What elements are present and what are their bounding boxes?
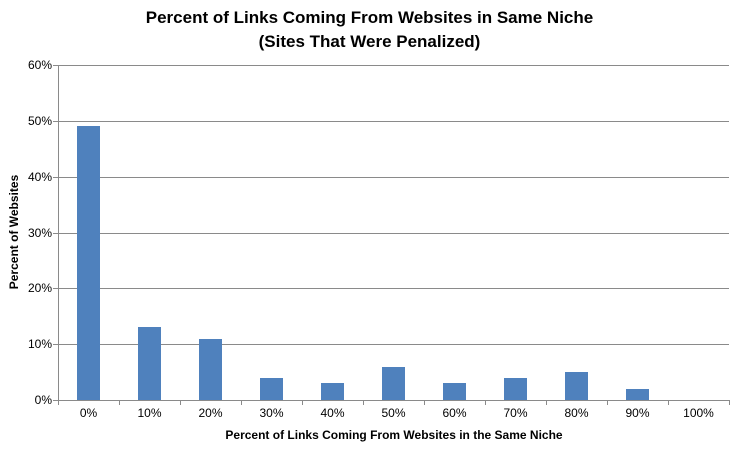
x-tick-label: 0%: [79, 406, 98, 420]
y-tick-label: 50%: [27, 113, 52, 128]
x-tick-mark: [424, 400, 425, 405]
bar: [321, 383, 344, 400]
x-tick-label: 40%: [320, 406, 345, 420]
x-tick-mark: [729, 400, 730, 405]
gridline: [58, 288, 729, 290]
plot-area: [58, 65, 729, 400]
chart-title: Percent of Links Coming From Websites in…: [145, 8, 594, 27]
bar: [260, 377, 283, 400]
bar: [565, 372, 588, 400]
x-tick-mark: [58, 400, 59, 405]
bar: [382, 366, 405, 400]
y-tick-label: 10%: [27, 337, 52, 352]
x-tick-label: 60%: [442, 406, 467, 420]
y-tick-label: 60%: [27, 58, 52, 72]
x-tick-label: 70%: [503, 406, 528, 420]
gridline: [58, 65, 729, 66]
gridline: [58, 120, 729, 122]
x-tick-mark: [302, 400, 303, 405]
x-axis-title: Percent of Links Coming From Websites in…: [225, 428, 563, 442]
bar: [138, 327, 161, 400]
x-tick-label: 30%: [259, 406, 284, 420]
x-tick-mark: [607, 400, 608, 405]
x-tick-label: 20%: [198, 406, 223, 420]
x-tick-mark: [363, 400, 364, 405]
y-tick-label: 40%: [27, 169, 52, 184]
x-tick-label: 80%: [564, 406, 589, 420]
y-tick-label: 20%: [27, 281, 52, 296]
gridline: [58, 232, 729, 234]
y-tick-mark: [53, 232, 58, 234]
y-tick-label: 0%: [34, 393, 52, 407]
y-tick-mark: [53, 288, 58, 290]
x-tick-mark: [180, 400, 181, 405]
x-tick-label: 100%: [683, 406, 714, 420]
bar: [443, 383, 466, 400]
y-tick-mark: [53, 120, 58, 122]
x-tick-label: 50%: [381, 406, 406, 420]
y-axis-line: [58, 65, 59, 401]
chart-subtitle: (Sites That Were Penalized): [258, 32, 481, 51]
x-tick-mark: [485, 400, 486, 405]
x-axis-line: [58, 400, 730, 401]
x-tick-mark: [668, 400, 669, 405]
y-tick-label: 30%: [27, 225, 52, 240]
x-tick-label: 10%: [137, 406, 162, 420]
gridline: [58, 344, 729, 346]
bar: [77, 126, 100, 400]
gridline: [58, 176, 729, 178]
x-tick-label: 90%: [625, 406, 650, 420]
y-tick-mark: [53, 400, 58, 401]
y-tick-mark: [53, 344, 58, 346]
y-tick-mark: [53, 65, 58, 66]
x-tick-mark: [546, 400, 547, 405]
x-tick-mark: [119, 400, 120, 405]
bar: [626, 388, 649, 400]
x-tick-mark: [241, 400, 242, 405]
bar: [199, 338, 222, 400]
bar: [504, 377, 527, 400]
y-tick-mark: [53, 176, 58, 178]
